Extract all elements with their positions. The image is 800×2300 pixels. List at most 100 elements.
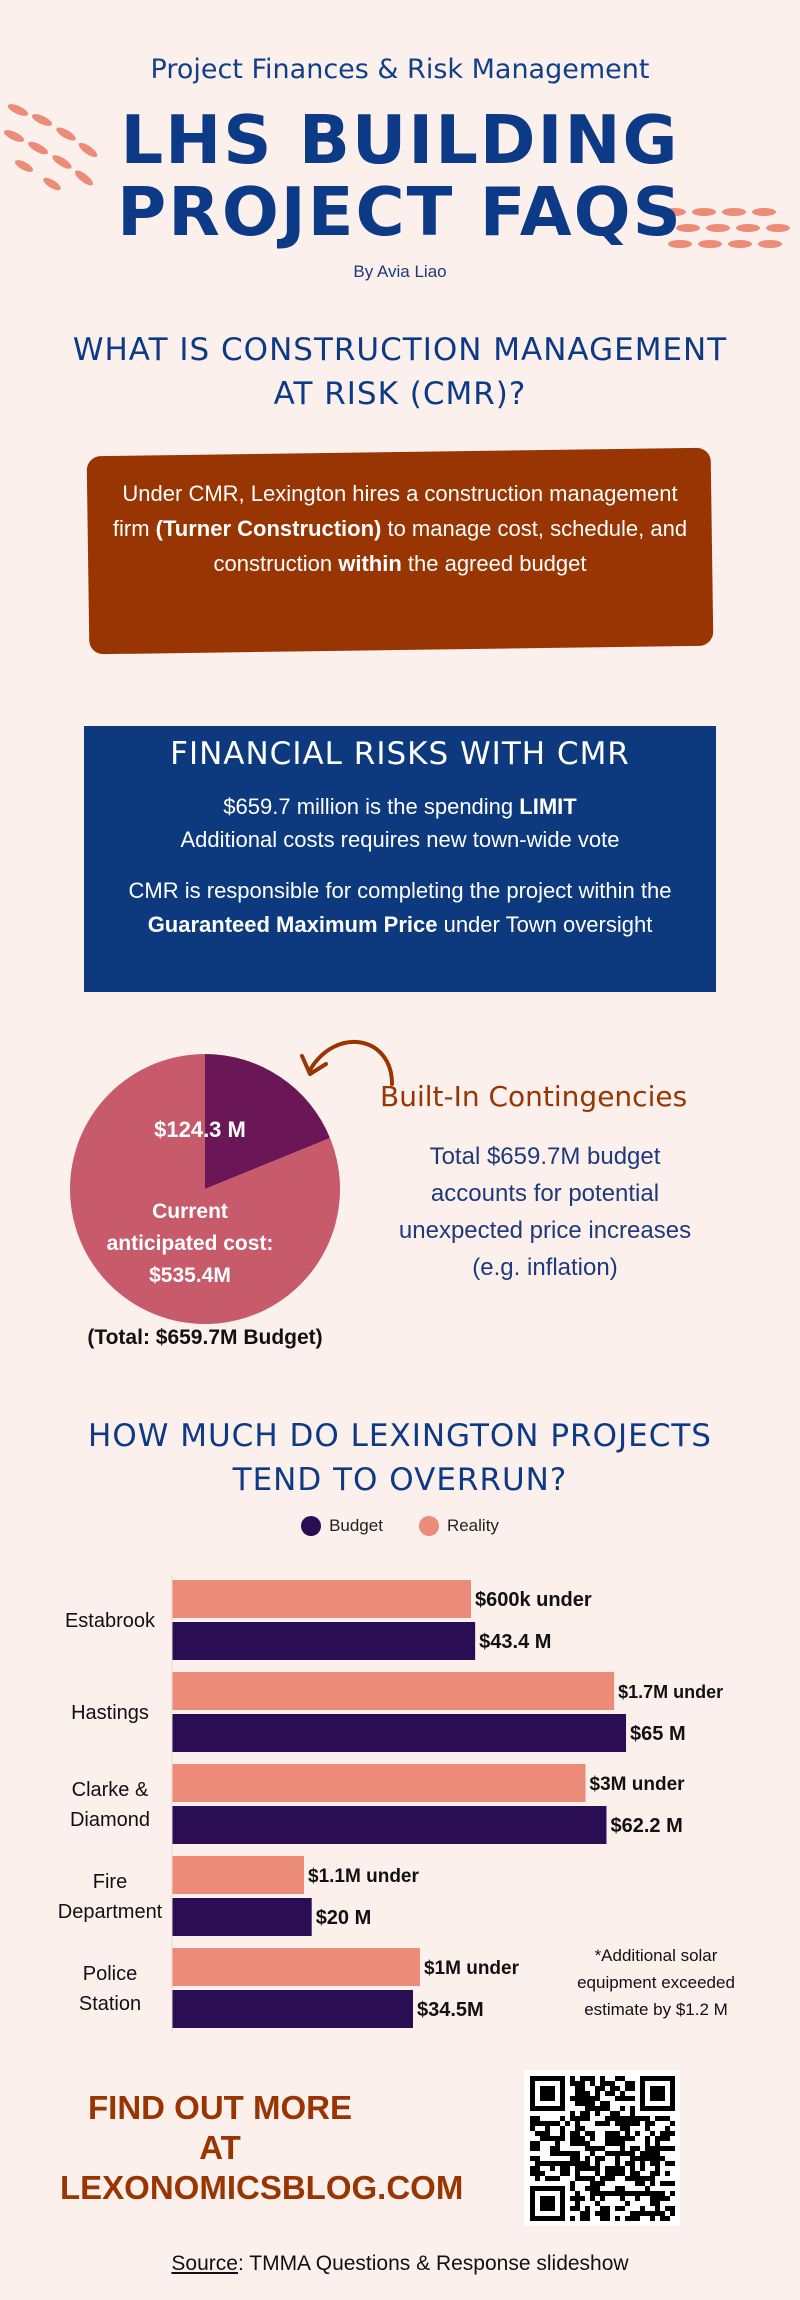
- category-label: Fire: [93, 1871, 127, 1893]
- qr-module: [580, 2141, 585, 2146]
- bar-budget: [172, 1714, 627, 1752]
- qr-module: [555, 2151, 560, 2156]
- qr-module: [670, 2191, 675, 2196]
- qr-module: [585, 2211, 590, 2216]
- qr-module: [575, 2171, 580, 2176]
- category-label: Police: [83, 1963, 137, 1985]
- qr-module: [595, 2091, 600, 2096]
- pie-slice-1: [69, 1054, 340, 1324]
- find-out-line-2: AT: [199, 2129, 241, 2166]
- qr-module: [590, 2196, 595, 2201]
- qr-module: [630, 2161, 635, 2166]
- qr-module: [575, 2131, 580, 2136]
- qr-module: [575, 2196, 580, 2201]
- qr-module: [585, 2096, 590, 2101]
- qr-module: [630, 2086, 635, 2091]
- qr-module: [585, 2166, 590, 2171]
- qr-module: [585, 2131, 590, 2136]
- qr-module: [620, 2126, 625, 2131]
- qr-module: [535, 2121, 540, 2126]
- qr-module: [550, 2121, 555, 2126]
- chart-legend: Budget Reality: [0, 1516, 800, 1536]
- legend-label-reality: Reality: [446, 1516, 499, 1535]
- qr-module: [640, 2166, 645, 2171]
- qr-module: [610, 2116, 615, 2121]
- qr-module: [620, 2171, 625, 2176]
- qr-module: [550, 2151, 555, 2156]
- qr-module: [660, 2156, 665, 2161]
- qr-module: [600, 2191, 605, 2196]
- overrun-heading: HOW MUCH DO LEXINGTON PROJECTS TEND TO O…: [40, 1414, 760, 1502]
- qr-module: [650, 2191, 655, 2196]
- bar-reality: [172, 1580, 471, 1618]
- qr-module: [575, 2161, 580, 2166]
- qr-module: [625, 2216, 630, 2221]
- qr-module: [645, 2156, 650, 2161]
- bar-label-budget: $65 M: [630, 1723, 686, 1745]
- title-line-1: LHS BUILDING: [120, 101, 680, 179]
- qr-module: [640, 2156, 645, 2161]
- qr-module: [630, 2191, 635, 2196]
- qr-module: [575, 2101, 580, 2106]
- qr-module: [655, 2116, 660, 2121]
- qr-module: [645, 2186, 650, 2191]
- qr-module: [530, 2166, 535, 2171]
- qr-module: [625, 2126, 630, 2131]
- legend-item-budget: Budget: [301, 1516, 383, 1536]
- qr-code[interactable]: [524, 2070, 680, 2226]
- qr-module: [590, 2191, 595, 2196]
- qr-module: [605, 2191, 610, 2196]
- qr-module: [615, 2216, 620, 2221]
- bar-reality: [172, 1856, 305, 1894]
- qr-module: [585, 2111, 590, 2116]
- source-label: Source: [171, 2252, 238, 2275]
- qr-module: [670, 2181, 675, 2186]
- qr-module: [605, 2141, 610, 2146]
- qr-module: [645, 2151, 650, 2156]
- qr-module: [595, 2181, 600, 2186]
- qr-module: [580, 2101, 585, 2106]
- qr-module: [555, 2121, 560, 2126]
- qr-module: [540, 2136, 545, 2141]
- bar-label-budget: $62.2 M: [610, 1815, 682, 1837]
- qr-module: [665, 2131, 670, 2136]
- qr-module: [635, 2191, 640, 2196]
- qr-module: [635, 2116, 640, 2121]
- qr-module: [625, 2086, 630, 2091]
- qr-module: [575, 2156, 580, 2161]
- risks-box: [84, 726, 716, 992]
- qr-module: [605, 2176, 610, 2181]
- qr-module: [580, 2091, 585, 2096]
- qr-module: [575, 2096, 580, 2101]
- qr-module: [615, 2186, 620, 2191]
- qr-module: [630, 2166, 635, 2171]
- cmr-text-c: the agreed budget: [401, 551, 587, 576]
- qr-module: [650, 2131, 655, 2136]
- qr-module: [590, 2136, 595, 2141]
- category-label: Station: [79, 1993, 141, 2015]
- qr-module: [550, 2146, 555, 2151]
- qr-module: [570, 2116, 575, 2121]
- cmr-text-b: to manage cost, schedule, and constructi…: [213, 516, 688, 576]
- qr-module: [640, 2151, 645, 2156]
- qr-module: [535, 2146, 540, 2151]
- blog-link[interactable]: LEXONOMICSBLOG.COM: [60, 2169, 464, 2206]
- qr-module: [640, 2191, 645, 2196]
- qr-module: [565, 2151, 570, 2156]
- qr-module: [600, 2101, 605, 2106]
- qr-module: [535, 2171, 540, 2176]
- qr-module: [585, 2186, 590, 2191]
- qr-module: [655, 2146, 660, 2151]
- risks-heading: FINANCIAL RISKS WITH CMR: [170, 736, 630, 772]
- qr-module: [575, 2126, 580, 2131]
- qr-module: [590, 2106, 595, 2111]
- qr-module: [575, 2206, 580, 2211]
- qr-module: [535, 2156, 540, 2161]
- qr-module: [580, 2216, 585, 2221]
- find-out-more[interactable]: FIND OUT MORE AT LEXONOMICSBLOG.COM: [60, 2088, 464, 2208]
- category-label: Department: [58, 1901, 163, 1923]
- qr-module: [620, 2136, 625, 2141]
- bar-label-reality: $1.1M under: [308, 1866, 419, 1887]
- qr-module: [625, 2151, 630, 2156]
- qr-module: [665, 2161, 670, 2166]
